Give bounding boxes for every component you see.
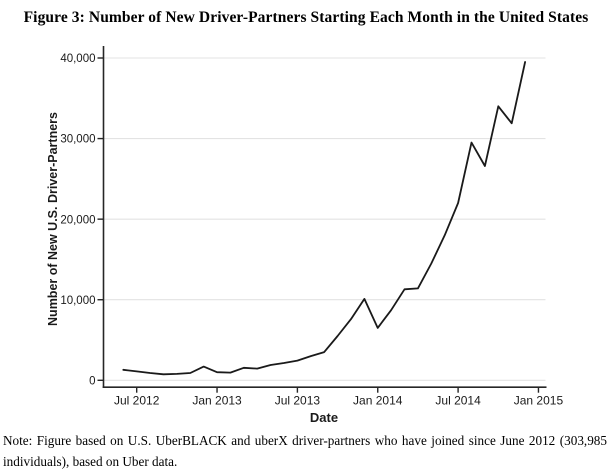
data-series: [122, 61, 526, 376]
x-tick-label: Jul 2012: [114, 394, 160, 408]
gridlines: [103, 57, 546, 381]
x-tick-label: Jul 2013: [275, 394, 321, 408]
y-tick-label: 20,000: [60, 214, 95, 226]
x-tick-label: Jul 2014: [435, 394, 481, 408]
y-tick-label: 10,000: [60, 295, 95, 307]
tick-labels: 0 10,000 20,000 30,000 40,000 Jul 2012 Jan 201…: [60, 53, 563, 407]
y-tick-label: 0: [89, 375, 95, 387]
y-tick-label: 30,000: [60, 134, 95, 146]
figure-note: Note: Figure based on U.S. UberBLACK and…: [3, 430, 607, 472]
x-axis-title: Date: [310, 410, 338, 425]
x-tick-label: Jan 2015: [514, 394, 564, 408]
y-axis-title: Number of New U.S. Driver-Partners: [46, 112, 60, 326]
x-tick-label: Jan 2013: [192, 394, 242, 408]
driver-partners-line: [122, 61, 526, 376]
y-tick-label: 40,000: [60, 53, 95, 65]
axis-ticks: [97, 57, 540, 393]
figure-note-line-2: individuals), based on Uber data.: [3, 454, 178, 469]
figure-title: Figure 3: Number of New Driver-Partners …: [23, 9, 589, 26]
figure-note-line-1: Note: Figure based on U.S. UberBLACK and…: [3, 433, 607, 448]
x-tick-label: Jan 2014: [353, 394, 403, 408]
